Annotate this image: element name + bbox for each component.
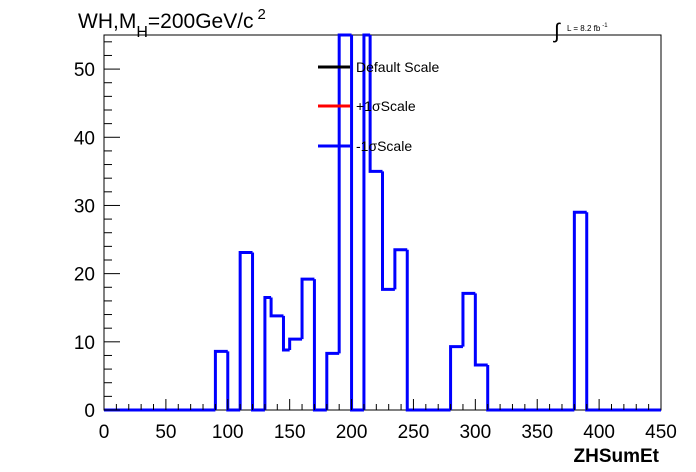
histogram-bin [238,251,253,410]
histogram-bin [263,296,272,410]
x-tick-label: 400 [583,422,615,443]
histogram-layer [104,33,661,412]
histogram-bin [226,351,241,412]
x-tick-label: 450 [645,422,677,443]
x-tick-label: 250 [398,422,430,443]
lumi-label: L = 8.2 fb -1 [567,23,608,33]
histogram-bin [473,293,488,367]
histogram-bin [350,35,364,412]
legend-label-minus-1sigma: -1σScale [356,138,412,154]
y-tick-label: 0 [84,401,95,422]
x-tick-label: 150 [274,422,306,443]
histogram-bin [281,315,290,352]
histogram-bin [368,35,383,173]
lumi-superscript: -1 [602,23,608,29]
lumi-text: L = 8.2 fb [567,24,601,33]
chart-title: WH,MH=200GeV/c 2 [78,6,266,41]
title-subscript: H [136,24,148,41]
y-axis: 0 10 20 30 40 50 [74,41,120,422]
x-tick-label: 350 [521,422,553,443]
x-tick-label: 50 [155,422,176,443]
histogram-bin [405,249,451,412]
histogram-bin [251,252,265,412]
y-tick-label: 10 [74,333,95,354]
histogram-bin [213,349,228,410]
title-superscript: 2 [258,6,266,23]
y-tick-label: 40 [74,128,95,149]
title-mass: =200GeV/c [148,10,254,33]
title-process: WH,M [78,10,136,33]
histogram-bin [269,297,284,318]
lumi-integral: ∫ [553,20,561,43]
x-axis: 0 50 100 150 200 250 300 350 400 450 [99,399,677,443]
histogram-bin [449,345,463,410]
y-tick-label: 50 [74,60,95,81]
histogram-bin [486,365,575,412]
legend: Default Scale +1σScale -1σScale [318,59,439,154]
histogram-bin [337,33,352,354]
histogram-bin [381,171,395,291]
histogram-bin [572,210,587,410]
legend-label-default-scale: Default Scale [356,59,439,75]
histogram-bin [362,33,371,410]
x-tick-label: 100 [212,422,244,443]
histogram-bin [585,212,661,412]
histogram-bin [288,337,303,350]
histogram-bin [312,279,327,412]
plot-frame [103,34,662,411]
legend-label-plus-1sigma: +1σScale [356,98,416,114]
x-tick-label: 200 [336,422,368,443]
y-tick-label: 30 [74,196,95,217]
histogram-bin [300,277,315,340]
y-tick-label: 20 [74,265,95,286]
histogram-bin [393,248,408,290]
histogram-bin [325,351,340,410]
x-tick-label: 0 [99,422,110,443]
x-axis-title: ZHSumEt [574,446,660,467]
histogram-bin [461,291,476,347]
x-tick-label: 300 [459,422,491,443]
